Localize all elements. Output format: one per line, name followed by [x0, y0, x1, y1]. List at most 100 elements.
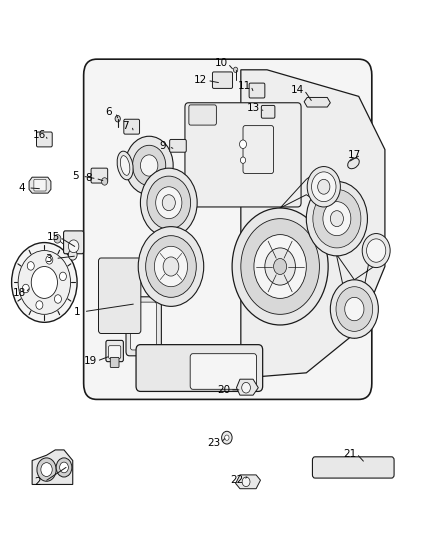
Text: 8: 8 [85, 173, 92, 183]
Circle shape [102, 177, 108, 185]
Polygon shape [236, 475, 261, 489]
Circle shape [240, 157, 246, 164]
Circle shape [22, 284, 29, 293]
FancyBboxPatch shape [189, 105, 216, 125]
Circle shape [367, 239, 386, 262]
Text: 9: 9 [159, 141, 166, 151]
Circle shape [68, 240, 79, 253]
Circle shape [233, 67, 238, 72]
Circle shape [60, 272, 67, 281]
Circle shape [155, 187, 182, 219]
Circle shape [330, 211, 343, 227]
Circle shape [46, 256, 53, 264]
FancyBboxPatch shape [84, 59, 372, 399]
Circle shape [313, 189, 361, 248]
Ellipse shape [117, 151, 133, 180]
FancyBboxPatch shape [34, 179, 46, 191]
FancyBboxPatch shape [99, 258, 141, 334]
Circle shape [31, 266, 57, 298]
Circle shape [225, 435, 229, 440]
Text: 11: 11 [238, 81, 251, 91]
Circle shape [162, 195, 175, 211]
Polygon shape [29, 177, 51, 193]
FancyBboxPatch shape [136, 345, 263, 391]
Circle shape [125, 136, 173, 195]
FancyBboxPatch shape [170, 140, 186, 152]
Circle shape [311, 172, 336, 201]
Text: 23: 23 [207, 438, 220, 448]
Text: 21: 21 [343, 449, 357, 458]
Circle shape [274, 259, 287, 274]
Text: 1: 1 [74, 306, 81, 317]
Circle shape [336, 287, 373, 332]
Text: 22: 22 [231, 475, 244, 485]
Circle shape [68, 249, 77, 260]
Text: 15: 15 [46, 232, 60, 243]
Text: 14: 14 [291, 85, 304, 95]
FancyBboxPatch shape [91, 168, 108, 183]
FancyBboxPatch shape [109, 346, 121, 359]
Circle shape [141, 168, 197, 237]
Circle shape [232, 208, 328, 325]
Circle shape [56, 458, 72, 477]
Text: 5: 5 [72, 171, 79, 181]
Circle shape [147, 176, 191, 229]
FancyBboxPatch shape [190, 354, 257, 389]
Circle shape [323, 201, 351, 236]
Circle shape [306, 181, 367, 256]
Circle shape [36, 301, 43, 309]
Circle shape [330, 280, 378, 338]
Circle shape [54, 295, 61, 303]
Text: 7: 7 [122, 120, 128, 131]
Text: 20: 20 [217, 385, 230, 395]
Circle shape [146, 236, 196, 297]
Circle shape [318, 179, 330, 194]
Text: 10: 10 [215, 59, 228, 68]
Text: 3: 3 [46, 254, 52, 263]
Circle shape [138, 227, 204, 306]
Circle shape [133, 146, 166, 185]
Text: 2: 2 [35, 477, 41, 487]
Ellipse shape [120, 156, 130, 175]
FancyBboxPatch shape [126, 297, 161, 356]
Circle shape [141, 155, 158, 176]
Text: 18: 18 [12, 288, 26, 298]
FancyBboxPatch shape [124, 119, 140, 134]
Circle shape [27, 262, 34, 270]
Polygon shape [241, 70, 385, 378]
Circle shape [362, 233, 390, 268]
FancyBboxPatch shape [36, 132, 52, 147]
Circle shape [54, 235, 61, 243]
FancyBboxPatch shape [212, 72, 233, 88]
FancyBboxPatch shape [243, 126, 274, 173]
Circle shape [265, 248, 295, 285]
FancyBboxPatch shape [185, 103, 301, 207]
FancyBboxPatch shape [131, 302, 156, 350]
Circle shape [242, 382, 251, 393]
Ellipse shape [348, 158, 359, 169]
Circle shape [222, 431, 232, 444]
Circle shape [307, 166, 340, 207]
Polygon shape [237, 379, 258, 395]
Circle shape [60, 462, 68, 473]
Circle shape [345, 297, 364, 321]
Circle shape [163, 257, 179, 276]
Circle shape [12, 243, 77, 322]
FancyBboxPatch shape [106, 341, 124, 362]
Text: 16: 16 [32, 130, 46, 140]
Text: 12: 12 [194, 76, 207, 85]
FancyBboxPatch shape [110, 358, 119, 368]
FancyBboxPatch shape [249, 83, 265, 98]
Circle shape [115, 116, 120, 122]
Circle shape [241, 219, 319, 314]
Text: 4: 4 [18, 183, 25, 193]
Text: 17: 17 [348, 150, 361, 160]
FancyBboxPatch shape [261, 106, 275, 118]
Polygon shape [304, 98, 330, 107]
Circle shape [18, 251, 71, 314]
Text: 13: 13 [247, 103, 261, 113]
Polygon shape [32, 450, 73, 484]
Text: 19: 19 [84, 356, 97, 366]
FancyBboxPatch shape [64, 231, 84, 254]
Circle shape [154, 246, 187, 287]
